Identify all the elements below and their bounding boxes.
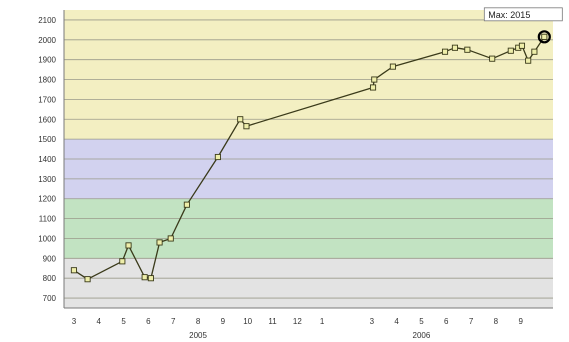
x-tick-label: 9 xyxy=(519,317,524,326)
data-point xyxy=(464,46,471,53)
year-labels: 2005 2006 xyxy=(189,331,431,340)
x-tick-label: 7 xyxy=(469,317,474,326)
year-label: 2006 xyxy=(413,331,431,340)
y-tick-label: 1500 xyxy=(38,135,56,144)
data-points xyxy=(70,33,548,283)
data-point xyxy=(389,63,396,70)
y-tick-label: 1300 xyxy=(38,175,56,184)
data-point xyxy=(167,235,174,242)
x-tick-label: 12 xyxy=(293,317,302,326)
y-tick-label: 800 xyxy=(43,274,57,283)
data-point xyxy=(441,48,449,55)
value-bands xyxy=(64,10,553,308)
x-tick-label: 1 xyxy=(320,317,325,326)
y-tick-label: 1200 xyxy=(38,195,56,204)
y-tick-label: 1800 xyxy=(38,76,56,85)
data-point xyxy=(214,153,221,161)
value-band-1 xyxy=(64,198,553,259)
max-annotation-label: Max: 2015 xyxy=(488,10,530,20)
data-point xyxy=(369,84,377,91)
value-band-3 xyxy=(64,10,553,140)
data-point xyxy=(451,44,459,51)
x-tick-label: 6 xyxy=(146,317,151,326)
y-tick-label: 2000 xyxy=(38,36,56,45)
y-tick-label: 1700 xyxy=(38,95,56,104)
max-annotation-box xyxy=(483,7,563,22)
y-tick-label: 1000 xyxy=(38,234,56,243)
x-tick-label: 11 xyxy=(268,317,277,326)
y-tick-label: 2100 xyxy=(38,16,56,25)
x-tick-label: 10 xyxy=(243,317,252,326)
x-tick-label: 4 xyxy=(394,317,399,326)
data-point xyxy=(489,55,496,62)
data-point xyxy=(541,33,548,40)
x-tick-label: 8 xyxy=(494,317,499,326)
data-point xyxy=(156,239,163,246)
value-band-2 xyxy=(64,139,553,199)
data-point xyxy=(371,76,378,83)
data-point xyxy=(147,275,154,282)
x-tick-label: 3 xyxy=(72,317,77,326)
x-tick-label: 6 xyxy=(444,317,449,326)
x-tick-label: 9 xyxy=(221,317,226,326)
data-point xyxy=(125,242,132,249)
y-tick-labels: 700 800 900 1000 1100 1200 1300 1400 1500 1600 170… xyxy=(38,16,56,303)
data-point xyxy=(141,274,148,281)
y-tick-label: 1100 xyxy=(39,215,57,224)
y-tick-label: 700 xyxy=(43,294,57,303)
x-tick-labels: 3 4 5 6 7 8 9 10 11 12 1 3 4 5 6 7 8 9 xyxy=(72,317,524,326)
y-tick-label: 1400 xyxy=(38,155,56,164)
x-tick-label: 3 xyxy=(370,317,375,326)
data-point xyxy=(237,116,244,123)
x-tick-label: 4 xyxy=(97,317,102,326)
y-tick-label: 900 xyxy=(43,254,57,263)
max-annotation: Max: 2015 xyxy=(483,7,563,44)
value-band-0 xyxy=(64,258,553,308)
data-point xyxy=(518,42,526,49)
data-point xyxy=(84,276,91,283)
data-point xyxy=(183,201,190,208)
x-tick-label: 8 xyxy=(196,317,201,326)
gridlines xyxy=(64,19,553,299)
data-point xyxy=(119,258,126,265)
data-point xyxy=(531,48,538,55)
max-marker-ring xyxy=(537,30,551,44)
year-label: 2005 xyxy=(189,331,207,340)
y-tick-label: 1600 xyxy=(38,115,56,124)
data-point xyxy=(70,267,77,274)
data-point xyxy=(525,57,532,64)
y-tick-label: 1900 xyxy=(38,56,56,65)
data-point xyxy=(243,123,250,130)
x-tick-label: 7 xyxy=(171,317,176,326)
axes xyxy=(63,10,553,309)
data-point xyxy=(507,47,514,54)
x-tick-label: 5 xyxy=(419,317,424,326)
x-tick-label: 5 xyxy=(121,317,126,326)
